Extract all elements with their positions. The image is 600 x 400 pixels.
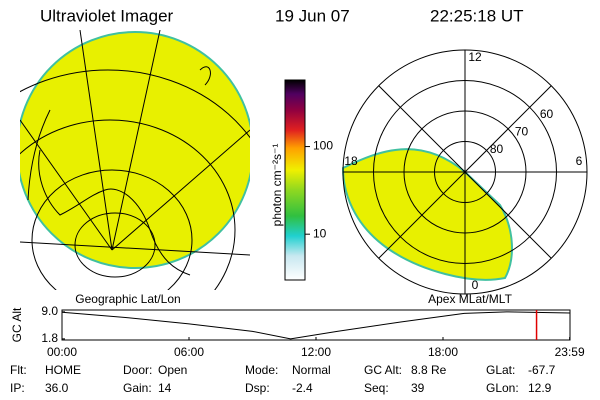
status-value: 14	[158, 381, 172, 395]
mlt-label: 6	[576, 154, 583, 168]
polar-grid: 80 70 60 0 6 12 18	[342, 49, 588, 295]
colorbar-label: photon cm⁻²s⁻¹	[270, 144, 284, 227]
colorbar-tick-label: 10	[313, 226, 327, 240]
altitude-line	[61, 311, 571, 340]
title: Ultraviolet Imager	[40, 6, 174, 25]
colorbar-tick-label: 100	[313, 139, 333, 153]
status-label: Flt:	[10, 363, 27, 377]
status-label: GLon:	[486, 381, 519, 395]
x-tick-label: 00:00	[47, 345, 77, 359]
left-caption: Geographic Lat/Lon	[75, 292, 180, 306]
status-value: HOME	[45, 363, 81, 377]
status-label: IP:	[10, 381, 25, 395]
lat-label: 80	[490, 142, 504, 156]
status-value: Open	[158, 363, 187, 377]
x-tick-label: 12:00	[301, 345, 331, 359]
lat-label: 70	[515, 125, 529, 139]
status-value: -67.7	[528, 363, 556, 377]
lat-label: 60	[540, 107, 554, 121]
status-label: Gain:	[123, 381, 152, 395]
x-tick-label: 06:00	[174, 345, 204, 359]
x-tick-label: 23:59	[555, 345, 585, 359]
status-label: GLat:	[486, 363, 515, 377]
date: 19 Jun 07	[275, 6, 350, 25]
status-label: Door:	[123, 363, 152, 377]
status-value: -2.4	[292, 381, 313, 395]
mlt-label: 12	[468, 50, 482, 64]
mlt-spoke	[378, 85, 552, 259]
status-value: 36.0	[45, 381, 69, 395]
time: 22:25:18 UT	[430, 6, 524, 25]
status-label: Dsp:	[245, 381, 270, 395]
status-value: 39	[411, 381, 425, 395]
mlt-label: 0	[472, 278, 479, 292]
geo-image	[20, 30, 250, 290]
status-panel: Flt: HOME IP: 36.0 Door: Open Gain: 14 Mode: Norm…	[10, 363, 556, 395]
timeline-frame	[61, 309, 571, 341]
status-label: GC Alt:	[364, 363, 402, 377]
status-label: Seq:	[364, 381, 389, 395]
polar-image	[341, 148, 513, 281]
colorbar	[284, 79, 306, 281]
mlt-label: 18	[344, 154, 358, 168]
y-tick-label: 1.8	[41, 331, 58, 345]
timeline-ylabel: GC Alt	[10, 307, 24, 342]
status-label: Mode:	[245, 363, 278, 377]
status-value: Normal	[292, 363, 331, 377]
y-tick-label: 9.0	[41, 304, 58, 318]
status-value: 12.9	[528, 381, 552, 395]
x-tick-label: 18:00	[428, 345, 458, 359]
right-caption: Apex MLat/MLT	[428, 292, 512, 306]
status-value: 8.8 Re	[411, 363, 447, 377]
